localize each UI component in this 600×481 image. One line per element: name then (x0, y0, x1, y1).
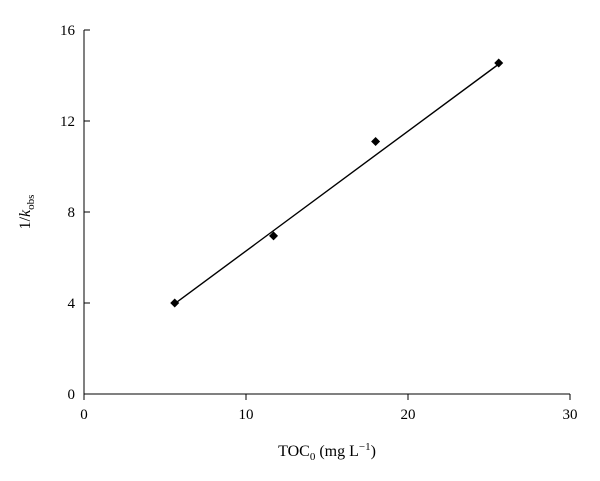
y-tick-label: 16 (60, 23, 76, 39)
x-tick-label: 30 (563, 407, 578, 423)
data-point (269, 231, 279, 241)
data-point (170, 298, 180, 308)
y-tick-label: 0 (68, 387, 76, 403)
y-tick-label: 12 (60, 114, 75, 130)
x-axis-title: TOC0 (mg L−1) (278, 441, 376, 463)
axes (83, 30, 570, 395)
x-tick-label: 20 (401, 407, 416, 423)
x-tick-label: 0 (80, 407, 88, 423)
plot-area (170, 58, 504, 308)
trendline (174, 63, 500, 305)
y-axis-title: 1/kobs (17, 195, 37, 230)
x-tick-label: 10 (239, 407, 254, 423)
data-point (494, 58, 504, 68)
y-ticks: 0 4 8 12 16 (60, 23, 90, 403)
y-tick-label: 4 (68, 296, 76, 312)
x-ticks: 0 10 20 30 (80, 394, 578, 423)
y-tick-label: 8 (68, 205, 76, 221)
data-point (371, 136, 381, 146)
